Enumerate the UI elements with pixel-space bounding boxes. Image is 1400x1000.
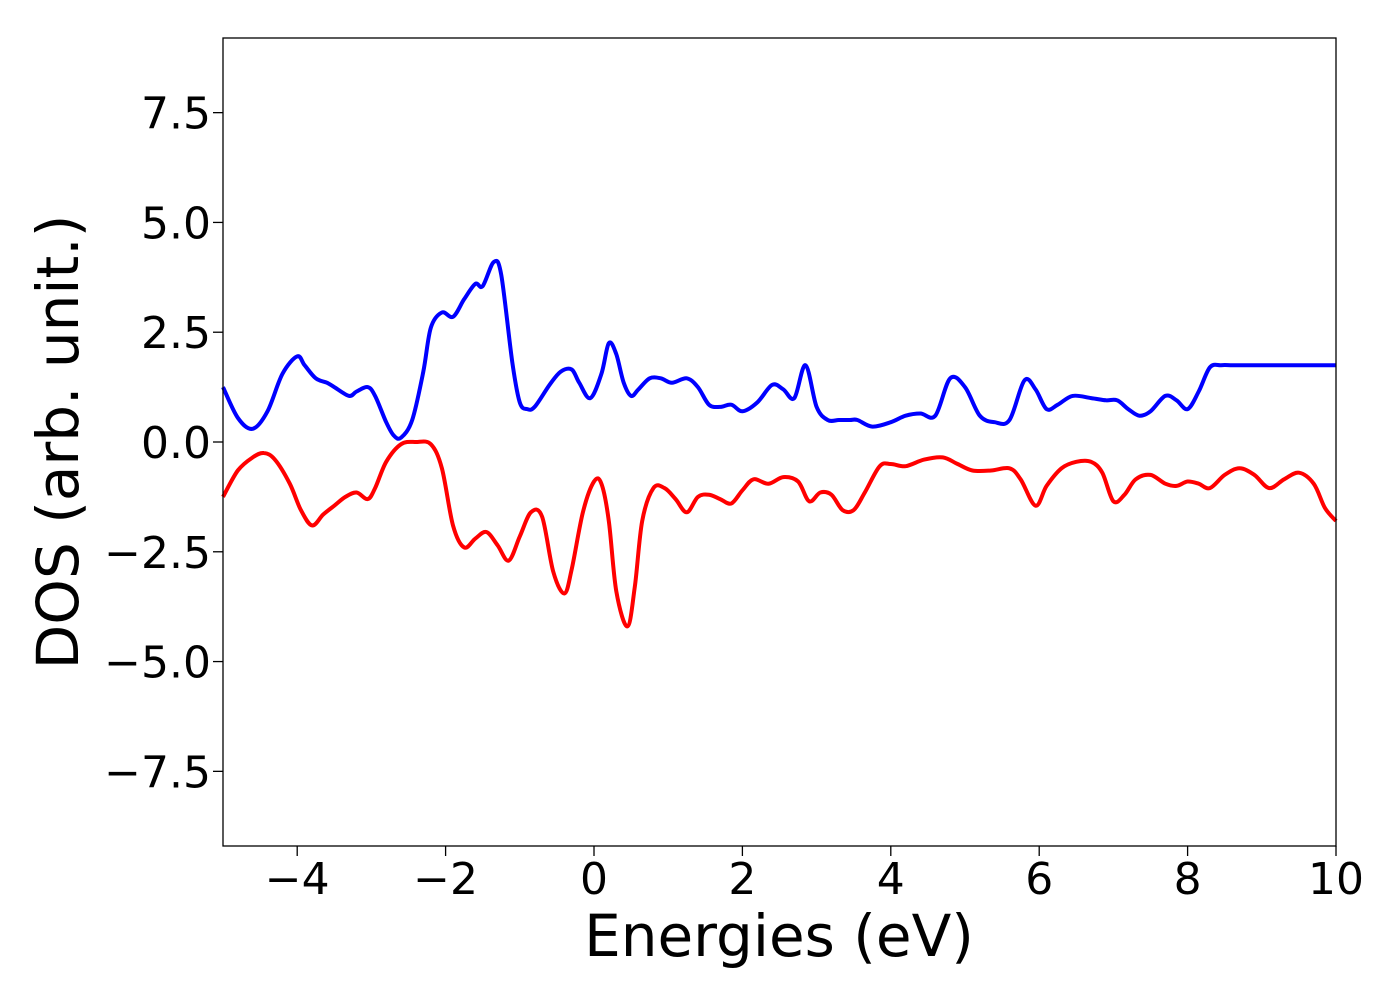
series-line-2 <box>221 439 1338 629</box>
x-tick-label: 2 <box>728 854 756 905</box>
y-tick-label: 5.0 <box>141 198 211 249</box>
x-tick-label: 6 <box>1025 854 1053 905</box>
x-axis-ticks: −4 −2 0 2 4 6 8 10 <box>265 846 1364 905</box>
y-axis-title: DOS (arb. unit.) <box>24 215 92 670</box>
series-line-1 <box>221 258 1336 441</box>
y-axis-ticks: 7.5 5.0 2.5 0.0 −2.5 −5.0 −7.5 <box>104 89 223 798</box>
x-tick-label: 4 <box>877 854 905 905</box>
x-tick-label: 0 <box>580 854 608 905</box>
series-layer <box>221 258 1338 629</box>
x-axis-title: Energies (eV) <box>584 902 974 970</box>
y-tick-label: −2.5 <box>104 528 211 579</box>
x-tick-label: 10 <box>1308 854 1364 905</box>
y-tick-label: −5.0 <box>104 638 211 689</box>
y-tick-label: −7.5 <box>104 747 211 798</box>
y-tick-label: 0.0 <box>141 418 211 469</box>
y-tick-label: 7.5 <box>141 89 211 140</box>
x-tick-label: −4 <box>265 854 330 905</box>
x-tick-label: 8 <box>1174 854 1202 905</box>
x-tick-label: −2 <box>413 854 478 905</box>
y-tick-label: 2.5 <box>141 308 211 359</box>
